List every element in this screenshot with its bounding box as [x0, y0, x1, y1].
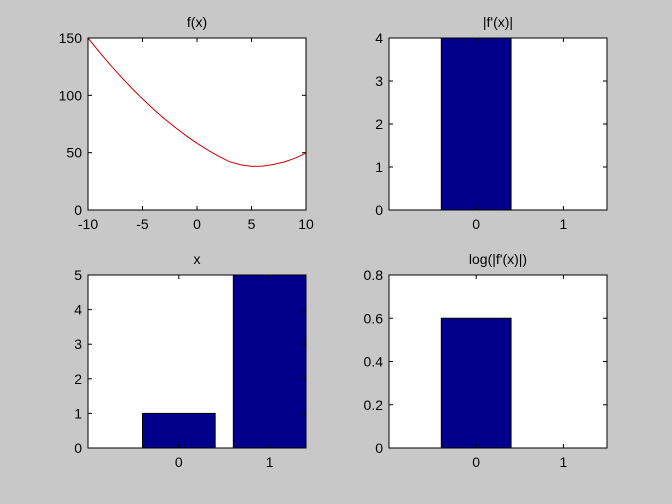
y-tick-label: 0.6	[364, 310, 384, 326]
bar	[232, 274, 307, 449]
x-tick-label: 1	[560, 216, 568, 232]
y-tick-label: 2	[375, 116, 383, 132]
y-tick-label: 150	[59, 30, 83, 46]
series-line-0	[87, 37, 307, 167]
y-tick-label: 0.4	[364, 354, 384, 370]
axis-ticks: 0 1 0 1 2 3 4 5	[74, 267, 306, 470]
chart-title: log(|f'(x)|)	[469, 251, 527, 267]
y-tick-label: 0.8	[364, 267, 384, 283]
x-tick-label: 10	[298, 216, 314, 232]
x-tick-label: 1	[266, 454, 274, 470]
chart-title: f(x)	[187, 14, 207, 30]
x-tick-label: 0	[193, 216, 201, 232]
axis-ticks: 0 1 0 1 2 3 4	[375, 30, 607, 232]
y-tick-label: 4	[74, 302, 82, 318]
axis-ticks: 0 1 0 0.2 0.4 0.6 0.8	[364, 267, 607, 470]
subplot-abs-derivative: |f'(x)| 0 1 0 1 2 3 4	[375, 14, 608, 232]
chart-title: |f'(x)|	[483, 14, 513, 30]
y-tick-label: 0	[74, 202, 82, 218]
x-tick-label: 5	[248, 216, 256, 232]
bar-marks	[440, 37, 512, 211]
y-tick-label: 3	[74, 336, 82, 352]
y-tick-label: 0	[375, 440, 383, 456]
y-tick-label: 1	[74, 405, 82, 421]
y-tick-label: 100	[59, 87, 83, 103]
y-tick-label: 4	[375, 30, 383, 46]
x-tick-label: 1	[560, 454, 568, 470]
subplot-x: x 0 1 0 1 2 3 4 5	[74, 251, 307, 470]
y-tick-label: 50	[66, 145, 82, 161]
y-tick-label: 1	[375, 159, 383, 175]
x-tick-label: 0	[472, 454, 480, 470]
bar-marks	[142, 274, 307, 449]
y-tick-label: 5	[74, 267, 82, 283]
bar-marks	[440, 317, 512, 449]
x-tick-label: 0	[175, 454, 183, 470]
y-tick-label: 0	[375, 202, 383, 218]
bar	[440, 37, 512, 211]
subplot-log-abs-derivative: log(|f'(x)|) 0 1 0 0.2 0.4 0.6 0.8	[364, 251, 608, 470]
chart-title: x	[194, 251, 201, 267]
y-tick-label: 2	[74, 371, 82, 387]
x-tick-label: 0	[472, 216, 480, 232]
plot-area	[87, 37, 307, 211]
y-tick-label: 0	[74, 440, 82, 456]
x-tick-label: -10	[78, 216, 98, 232]
x-tick-label: -5	[136, 216, 149, 232]
y-tick-label: 0.2	[364, 397, 384, 413]
y-tick-label: 3	[375, 73, 383, 89]
bar	[440, 317, 512, 449]
line-marks	[87, 37, 307, 167]
bar	[142, 412, 216, 449]
